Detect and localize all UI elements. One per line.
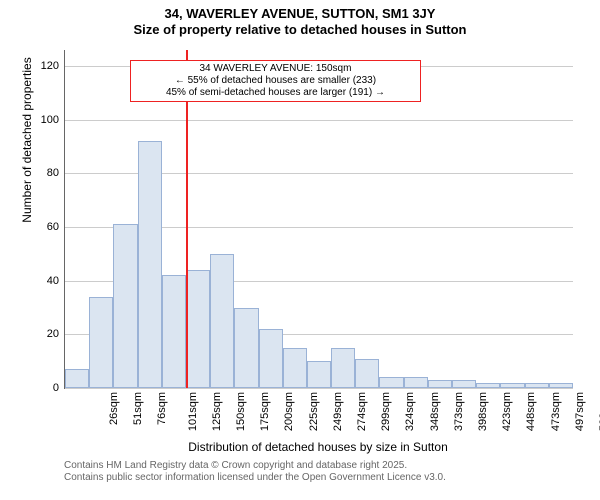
xtick-label: 398sqm (477, 392, 489, 431)
histogram-bar (452, 380, 476, 388)
ytick-label: 0 (53, 382, 65, 394)
xtick-label: 101sqm (187, 392, 199, 431)
xtick-label: 150sqm (235, 392, 247, 431)
histogram-bar (428, 380, 452, 388)
histogram-bar (259, 329, 283, 388)
ytick-label: 40 (47, 275, 65, 287)
xtick-label: 51sqm (132, 392, 144, 425)
grid-line (65, 120, 573, 121)
ytick-label: 60 (47, 221, 65, 233)
histogram-bar (162, 275, 186, 388)
chart-container: 34, WAVERLEY AVENUE, SUTTON, SM1 3JY Siz… (0, 0, 600, 500)
histogram-bar (113, 224, 137, 388)
x-axis-title: Distribution of detached houses by size … (64, 440, 572, 454)
callout-line3: 45% of semi-detached houses are larger (… (135, 87, 415, 99)
plot-area: 02040608010012026sqm51sqm76sqm101sqm125s… (64, 50, 573, 389)
histogram-bar (89, 297, 113, 388)
histogram-bar (404, 377, 428, 388)
xtick-label: 448sqm (525, 392, 537, 431)
ytick-label: 20 (47, 328, 65, 340)
xtick-label: 26sqm (108, 392, 120, 425)
xtick-label: 299sqm (380, 392, 392, 431)
y-axis-title: Number of detached properties (20, 0, 34, 309)
xtick-label: 423sqm (501, 392, 513, 431)
histogram-bar (500, 383, 524, 388)
histogram-bar (549, 383, 573, 388)
histogram-bar (210, 254, 234, 388)
chart-title-line1: 34, WAVERLEY AVENUE, SUTTON, SM1 3JY (0, 6, 600, 22)
histogram-bar (379, 377, 403, 388)
callout-line2: ← 55% of detached houses are smaller (23… (135, 75, 415, 87)
histogram-bar (476, 383, 500, 388)
xtick-label: 373sqm (453, 392, 465, 431)
footer-attribution: Contains HM Land Registry data © Crown c… (64, 460, 446, 484)
callout-line1: 34 WAVERLEY AVENUE: 150sqm (135, 63, 415, 75)
ytick-label: 100 (41, 114, 65, 126)
xtick-label: 348sqm (429, 392, 441, 431)
histogram-bar (525, 383, 549, 388)
xtick-label: 125sqm (211, 392, 223, 431)
histogram-bar (186, 270, 210, 388)
chart-title-block: 34, WAVERLEY AVENUE, SUTTON, SM1 3JY Siz… (0, 6, 600, 39)
histogram-bar (283, 348, 307, 388)
histogram-bar (307, 361, 331, 388)
chart-title-line2: Size of property relative to detached ho… (0, 22, 600, 38)
callout-box: 34 WAVERLEY AVENUE: 150sqm← 55% of detac… (130, 60, 420, 102)
ytick-label: 80 (47, 167, 65, 179)
histogram-bar (234, 308, 258, 388)
xtick-label: 324sqm (405, 392, 417, 431)
xtick-label: 497sqm (574, 392, 586, 431)
histogram-bar (355, 359, 379, 389)
xtick-label: 274sqm (356, 392, 368, 431)
xtick-label: 76sqm (157, 392, 169, 425)
xtick-label: 473sqm (550, 392, 562, 431)
histogram-bar (331, 348, 355, 388)
xtick-label: 200sqm (284, 392, 296, 431)
ytick-label: 120 (41, 60, 65, 72)
xtick-label: 225sqm (308, 392, 320, 431)
footer-line1: Contains HM Land Registry data © Crown c… (64, 460, 446, 472)
xtick-label: 249sqm (332, 392, 344, 431)
footer-line2: Contains public sector information licen… (64, 472, 446, 484)
xtick-label: 175sqm (259, 392, 271, 431)
histogram-bar (138, 141, 162, 388)
grid-line (65, 388, 573, 389)
histogram-bar (65, 369, 89, 388)
